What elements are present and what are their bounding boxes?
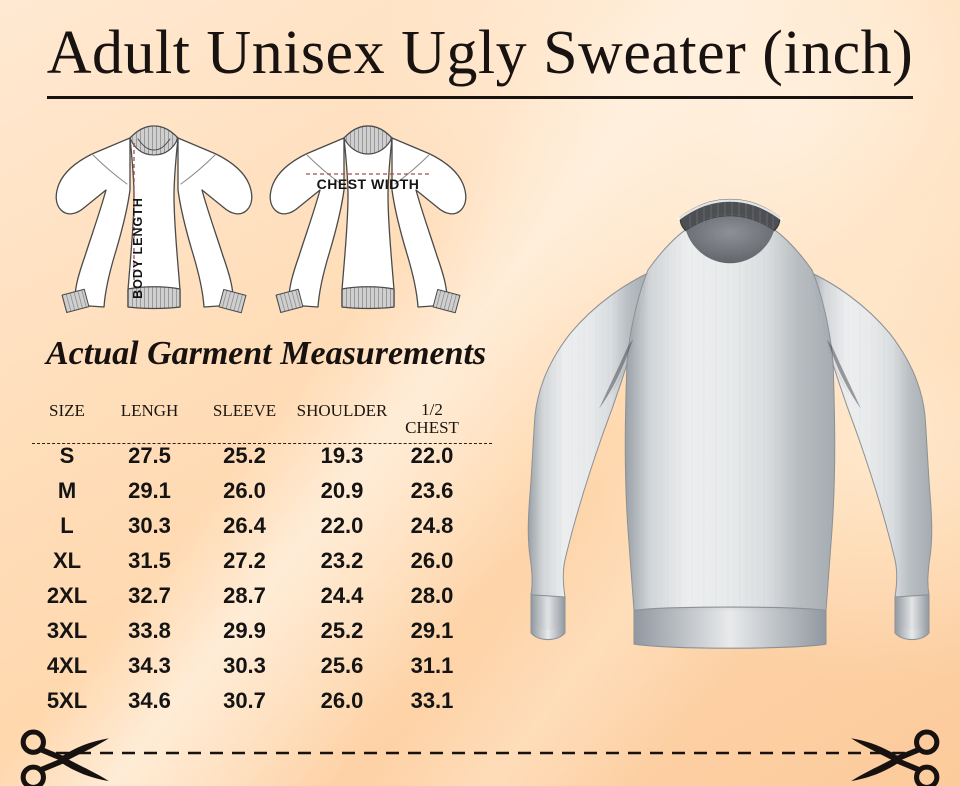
- svg-text:BODY LENGTH: BODY LENGTH: [131, 197, 145, 299]
- svg-text:CHEST WIDTH: CHEST WIDTH: [317, 176, 420, 192]
